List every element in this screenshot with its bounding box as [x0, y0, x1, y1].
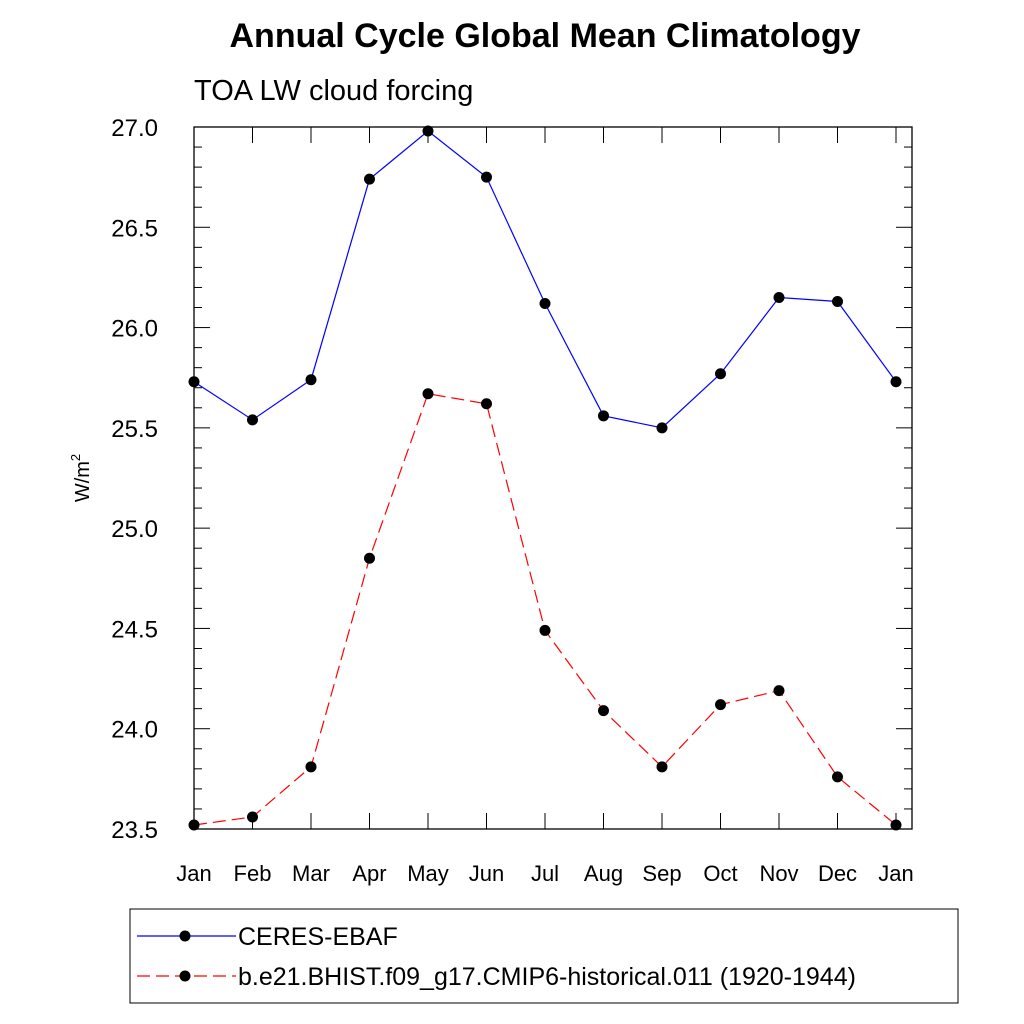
x-tick-label: Oct	[703, 861, 737, 886]
minor-ticks	[194, 146, 912, 810]
major-ticks	[193, 126, 912, 830]
data-point	[247, 811, 258, 823]
y-tick-label: 25.5	[111, 416, 158, 443]
x-tick-labels: Jan Feb Mar Apr May Jun Jul Aug Sep Oct Nov Dec Jan	[176, 861, 913, 886]
series-line	[193, 393, 897, 826]
plot-frame	[193, 126, 913, 830]
chart-title: Annual Cycle Global Mean Climatology	[230, 17, 861, 55]
data-point	[305, 374, 317, 386]
data-point	[832, 295, 843, 307]
legend-entry: CERES-EBAF	[137, 923, 398, 951]
x-tick-label: Jun	[469, 861, 504, 886]
data-point	[481, 398, 492, 410]
legend-label: CERES-EBAF	[238, 923, 398, 951]
series-1	[188, 125, 902, 434]
x-tick-label: Jul	[531, 861, 559, 886]
data-point	[422, 125, 434, 137]
data-point	[773, 685, 785, 697]
y-axis-label-superscript: 2	[68, 454, 83, 461]
data-point	[890, 819, 902, 831]
data-point	[539, 624, 551, 636]
data-point	[656, 761, 668, 773]
data-point	[715, 699, 726, 711]
legend: CERES-EBAF b.e21.BHIST.f09_g17.CMIP6-hist…	[129, 908, 959, 1004]
y-axis-label-text: W/m	[72, 461, 94, 502]
x-tick-label: Mar	[292, 861, 330, 886]
legend-entry: b.e21.BHIST.f09_g17.CMIP6-historical.011…	[137, 963, 856, 991]
chart-subtitle: TOA LW cloud forcing	[194, 75, 473, 107]
series-2	[188, 388, 902, 831]
y-tick-label: 25.0	[111, 516, 158, 543]
data-point	[715, 368, 726, 380]
y-tick-label: 24.0	[111, 717, 158, 744]
legend-marker	[179, 970, 191, 982]
data-point	[364, 173, 375, 185]
data-point	[598, 410, 609, 422]
x-tick-label: Jan	[176, 861, 211, 886]
y-tick-label: 23.5	[111, 817, 158, 844]
legend-box	[129, 908, 959, 1004]
x-tick-label: Apr	[352, 861, 386, 886]
y-tick-label: 24.5	[111, 616, 158, 643]
legend-marker	[179, 930, 191, 942]
series-layer	[188, 125, 902, 831]
x-tick-label: Nov	[759, 861, 798, 886]
x-tick-label: May	[407, 861, 449, 886]
svg-text:W/m2: W/m2	[68, 454, 94, 502]
data-point	[481, 171, 492, 183]
x-tick-label: Feb	[234, 861, 272, 886]
data-point	[364, 552, 375, 564]
y-tick-labels: 23.5 24.0 24.5 25.0 25.5 26.0 26.5 27.0	[111, 115, 158, 844]
data-point	[656, 422, 668, 434]
data-point	[890, 376, 902, 388]
data-point	[305, 761, 317, 773]
y-tick-label: 27.0	[111, 115, 158, 142]
data-point	[773, 291, 785, 303]
x-tick-label: Sep	[642, 861, 681, 886]
x-tick-label: Aug	[584, 861, 623, 886]
data-point	[539, 298, 551, 310]
legend-label: b.e21.BHIST.f09_g17.CMIP6-historical.011…	[238, 963, 856, 991]
data-point	[598, 705, 609, 717]
data-point	[247, 414, 258, 426]
data-point	[422, 388, 434, 400]
series-line	[193, 130, 897, 429]
y-tick-label: 26.5	[111, 215, 158, 242]
x-tick-label: Dec	[818, 861, 857, 886]
data-point	[832, 771, 843, 783]
y-tick-label: 26.0	[111, 316, 158, 343]
y-axis-label: W/m2	[68, 454, 94, 502]
x-tick-label: Jan	[878, 861, 913, 886]
